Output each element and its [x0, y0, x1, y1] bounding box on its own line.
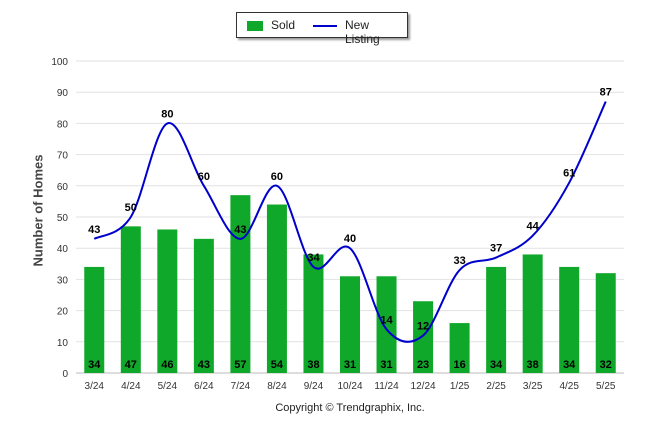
legend-sold-swatch: [247, 21, 263, 31]
x-tick-label: 8/24: [267, 381, 287, 392]
y-tick-label: 70: [57, 151, 69, 162]
x-tick-label: 10/24: [337, 381, 362, 392]
x-tick-label: 2/25: [486, 381, 506, 392]
line-value-label: 87: [600, 87, 612, 99]
bar-value-label: 57: [234, 359, 246, 371]
y-tick-label: 90: [57, 88, 69, 99]
x-tick-label: 6/24: [194, 381, 214, 392]
bar-sold: [303, 254, 324, 373]
line-value-label: 43: [234, 224, 246, 236]
line-value-label: 33: [453, 255, 465, 267]
bar-sold: [486, 266, 507, 373]
bar-sold: [522, 254, 543, 373]
x-tick-label: 5/25: [596, 381, 616, 392]
x-tick-label: 4/25: [559, 381, 579, 392]
line-value-label: 43: [88, 224, 100, 236]
bar-value-label: 34: [88, 359, 101, 371]
line-value-label: 14: [380, 314, 393, 326]
legend: Sold New Listing: [236, 12, 408, 46]
line-value-label: 60: [198, 171, 210, 183]
bar-value-label: 38: [307, 359, 319, 371]
x-tick-label: 3/25: [523, 381, 543, 392]
copyright: Copyright © Trendgraphix, Inc.: [275, 402, 425, 414]
bar-sold: [84, 266, 105, 373]
y-tick-label: 20: [57, 307, 69, 318]
bar-sold: [230, 195, 251, 373]
line-value-label: 80: [161, 108, 173, 120]
bar-sold: [266, 204, 287, 373]
bar-sold: [120, 226, 141, 373]
bar-sold: [193, 238, 214, 373]
y-tick-label: 0: [62, 369, 68, 380]
legend-new-listing-swatch: [313, 25, 337, 27]
bar-sold: [595, 273, 616, 373]
bar-value-label: 32: [600, 359, 612, 371]
x-tick-label: 9/24: [304, 381, 324, 392]
bar-value-label: 47: [125, 359, 137, 371]
y-tick-label: 80: [57, 119, 69, 130]
line-value-label: 34: [307, 252, 320, 264]
bar-sold: [413, 301, 434, 373]
y-axis-title: Number of Homes: [30, 154, 46, 267]
x-tick-label: 1/25: [450, 381, 470, 392]
y-tick-label: 40: [57, 244, 69, 255]
y-tick-label: 100: [51, 57, 68, 68]
bar-value-label: 31: [380, 359, 392, 371]
y-tick-label: 50: [57, 213, 69, 224]
bar-value-label: 34: [563, 359, 576, 371]
bar-value-label: 43: [198, 359, 210, 371]
y-tick-label: 10: [57, 338, 69, 349]
y-tick-label: 60: [57, 182, 69, 193]
x-tick-label: 7/24: [231, 381, 251, 392]
x-tick-label: 3/24: [85, 381, 105, 392]
line-value-label: 12: [417, 321, 429, 333]
bar-sold: [376, 276, 397, 373]
bar-sold: [340, 276, 360, 373]
y-tick-label: 30: [57, 275, 69, 286]
line-value-label: 40: [344, 233, 356, 245]
bar-value-label: 54: [271, 359, 284, 371]
bar-sold: [157, 229, 178, 373]
line-value-label: 61: [563, 168, 575, 180]
line-value-label: 50: [125, 202, 137, 214]
x-tick-label: 12/24: [411, 381, 436, 392]
bar-value-label: 31: [344, 359, 356, 371]
bar-value-label: 38: [527, 359, 539, 371]
x-tick-label: 11/24: [374, 381, 399, 392]
bar-sold: [449, 323, 470, 373]
bar-sold: [559, 266, 580, 373]
line-value-label: 44: [527, 221, 540, 233]
bar-value-label: 34: [490, 359, 503, 371]
bar-value-label: 23: [417, 359, 429, 371]
line-value-label: 60: [271, 171, 283, 183]
legend-new-listing-label: New Listing: [345, 18, 380, 46]
line-new-listing: [93, 101, 607, 343]
line-value-label: 37: [490, 243, 502, 255]
x-tick-label: 4/24: [121, 381, 141, 392]
bar-value-label: 16: [453, 359, 465, 371]
x-tick-label: 5/24: [158, 381, 178, 392]
legend-sold-label: Sold: [271, 18, 296, 32]
bar-value-label: 46: [161, 359, 173, 371]
